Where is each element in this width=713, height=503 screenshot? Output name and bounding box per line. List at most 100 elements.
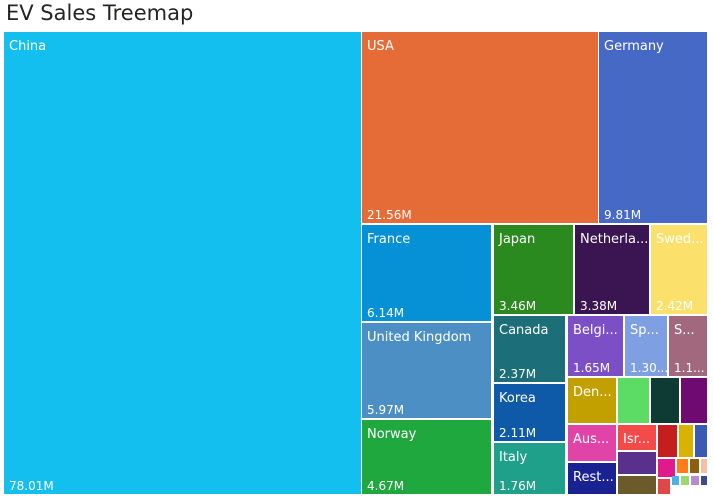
treemap-tile-tile-28[interactable] — [677, 459, 688, 473]
treemap-rect[interactable] — [568, 316, 623, 376]
treemap-rect[interactable] — [701, 459, 707, 473]
treemap-tile-tile-24[interactable] — [695, 425, 707, 457]
treemap-tile-japan[interactable]: Japan 3.46M — [494, 225, 573, 314]
treemap-rect[interactable] — [618, 476, 656, 494]
treemap-tile-s[interactable]: S... 1.1... — [669, 316, 707, 376]
treemap-rect[interactable] — [618, 378, 649, 423]
treemap-tile-aus[interactable]: Aus... — [568, 425, 616, 461]
treemap-rect[interactable] — [651, 378, 679, 423]
treemap-rect[interactable] — [362, 323, 491, 418]
treemap-rect[interactable] — [695, 425, 707, 457]
treemap-label: China — [9, 39, 46, 54]
treemap-rect[interactable] — [568, 378, 616, 423]
treemap-label: United Kingdom — [367, 330, 471, 345]
treemap-rect[interactable] — [618, 452, 656, 474]
treemap-tile-usa[interactable]: USA 21.56M — [362, 32, 598, 223]
treemap-tile-tile-18[interactable] — [651, 378, 679, 423]
treemap-rect[interactable] — [568, 463, 616, 494]
treemap-rect[interactable] — [677, 459, 688, 473]
treemap-tile-swed[interactable]: Swed... 2.42M — [651, 225, 707, 314]
treemap-tile-tile-26[interactable] — [618, 452, 656, 474]
treemap-value-label: 3.38M — [580, 299, 617, 313]
treemap-rect[interactable] — [679, 425, 693, 457]
treemap-tile-tile-17[interactable] — [618, 378, 649, 423]
treemap-label: S... — [674, 323, 695, 338]
treemap-tile-tile-36[interactable] — [701, 476, 707, 485]
treemap-rect[interactable] — [625, 316, 667, 376]
treemap-value-label: 1.76M — [499, 479, 536, 493]
treemap-rect[interactable] — [362, 420, 491, 494]
treemap-tile-italy[interactable]: Italy 1.76M — [494, 443, 565, 494]
treemap-rect[interactable] — [494, 443, 565, 494]
treemap-rect[interactable] — [672, 476, 679, 485]
treemap-tile-canada[interactable]: Canada 2.37M — [494, 316, 565, 382]
treemap-tile-netherla[interactable]: Netherla... 3.38M — [575, 225, 649, 314]
treemap-tile-tile-19[interactable] — [681, 378, 707, 423]
treemap-label: Swed... — [656, 232, 704, 247]
treemap-rect[interactable] — [4, 32, 361, 494]
treemap-tile-korea[interactable]: Korea 2.11M — [494, 384, 565, 441]
treemap-rect[interactable] — [658, 459, 675, 477]
treemap-rect[interactable] — [651, 225, 707, 314]
treemap-label: Netherla... — [580, 232, 648, 247]
treemap-tile-france[interactable]: France 6.14M — [362, 225, 491, 321]
treemap-tile-united-kingdom[interactable]: United Kingdom 5.97M — [362, 323, 491, 418]
treemap-tile-tile-22[interactable] — [658, 425, 677, 457]
treemap-tile-tile-32[interactable] — [658, 479, 670, 494]
treemap-rect[interactable] — [669, 316, 707, 376]
treemap-label: Norway — [367, 427, 417, 442]
treemap-tile-tile-29[interactable] — [690, 459, 699, 473]
treemap-tile-den[interactable]: Den... — [568, 378, 616, 423]
treemap-tile-belgi[interactable]: Belgi... 1.65M — [568, 316, 623, 376]
treemap-value-label: 2.37M — [499, 367, 536, 381]
treemap-tile-tile-27[interactable] — [658, 459, 675, 477]
treemap-tile-tile-23[interactable] — [679, 425, 693, 457]
treemap-value-label: 1.1... — [674, 361, 705, 375]
treemap-value-label: 4.67M — [367, 479, 404, 493]
treemap-label: Canada — [499, 323, 548, 338]
treemap-label: Rest... — [573, 470, 614, 485]
treemap-rect[interactable] — [568, 425, 616, 461]
treemap-tile-tile-35[interactable] — [691, 476, 699, 485]
treemap-label: USA — [367, 39, 394, 54]
treemap-tile-tile-33[interactable] — [672, 476, 679, 485]
treemap-tile-china[interactable]: China 78.01M — [4, 32, 361, 494]
treemap-rect[interactable] — [575, 225, 649, 314]
treemap-tile-rest[interactable]: Rest... — [568, 463, 616, 494]
treemap-frame: China 78.01M USA 21.56M Germany 9.81M France 6.… — [0, 30, 713, 503]
treemap-rect[interactable] — [362, 32, 598, 223]
treemap-rect[interactable] — [681, 476, 689, 485]
treemap-value-label: 6.14M — [367, 306, 404, 320]
treemap-value-label: 21.56M — [367, 208, 412, 222]
treemap-value-label: 2.11M — [499, 426, 536, 440]
treemap-chart[interactable]: China 78.01M USA 21.56M Germany 9.81M France 6.… — [0, 30, 713, 503]
treemap-rect[interactable] — [658, 425, 677, 457]
treemap-rect[interactable] — [618, 425, 656, 450]
treemap-value-label: 3.46M — [499, 299, 536, 313]
treemap-rect[interactable] — [691, 476, 699, 485]
treemap-tile-sp[interactable]: Sp... 1.30... — [625, 316, 668, 376]
treemap-rect[interactable] — [658, 479, 670, 494]
treemap-label: Germany — [604, 39, 664, 54]
treemap-label: Den... — [573, 385, 612, 400]
treemap-rect[interactable] — [681, 378, 707, 423]
treemap-label: Aus... — [573, 432, 609, 447]
treemap-rect[interactable] — [494, 316, 565, 382]
treemap-rect[interactable] — [599, 32, 707, 223]
treemap-rect[interactable] — [362, 225, 491, 321]
treemap-tile-isr[interactable]: Isr... — [618, 425, 656, 450]
treemap-rect[interactable] — [494, 225, 573, 314]
treemap-label: Belgi... — [573, 323, 618, 338]
treemap-tile-norway[interactable]: Norway 4.67M — [362, 420, 491, 494]
treemap-tile-germany[interactable]: Germany 9.81M — [599, 32, 707, 223]
treemap-rect[interactable] — [690, 459, 699, 473]
treemap-label: Italy — [499, 450, 528, 465]
treemap-tile-tile-31[interactable] — [618, 476, 656, 494]
treemap-tile-tile-30[interactable] — [701, 459, 707, 473]
treemap-label: Isr... — [623, 432, 650, 447]
treemap-rect[interactable] — [701, 476, 707, 485]
treemap-rect[interactable] — [494, 384, 565, 441]
treemap-value-label: 78.01M — [9, 479, 54, 493]
treemap-tile-tile-34[interactable] — [681, 476, 689, 485]
treemap-value-label: 1.30... — [630, 361, 668, 375]
